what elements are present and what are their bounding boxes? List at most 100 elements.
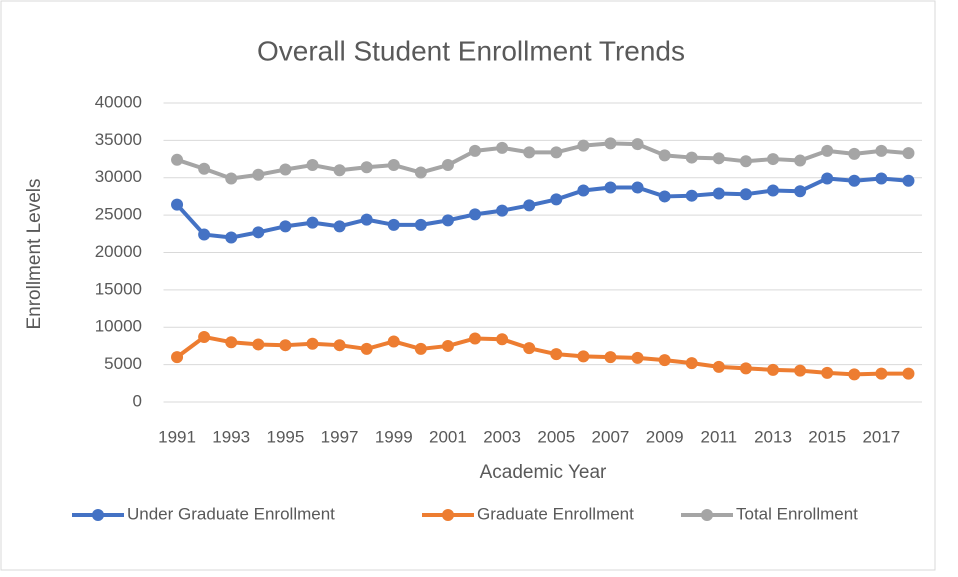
point [550,193,563,206]
point [712,187,725,200]
point [821,172,834,185]
point [279,163,292,176]
x-tick-label: 2001 [429,427,467,446]
point [604,351,617,364]
y-axis-title: Enrollment Levels [24,178,45,329]
y-tick-label: 35000 [95,130,142,149]
point [875,144,888,157]
legend-label: Total Enrollment [736,504,858,523]
point [902,147,915,160]
point [550,348,563,361]
point [279,220,292,233]
point [794,364,807,377]
point [902,174,915,187]
point [198,330,211,343]
point [496,141,509,154]
point [171,198,184,211]
point [658,190,671,203]
point [333,220,346,233]
point [441,214,454,227]
x-tick-label: 1993 [212,427,250,446]
point [821,144,834,157]
x-tick-label: 1999 [375,427,413,446]
point [496,204,509,217]
point [469,332,482,345]
point [550,146,563,159]
point [414,218,427,231]
point [875,367,888,380]
y-tick-label: 20000 [95,242,142,261]
point [441,339,454,352]
point [225,172,238,185]
point [631,181,644,194]
legend-marker [92,509,104,521]
point [577,139,590,152]
point [496,333,509,346]
point [712,360,725,373]
point [198,228,211,241]
point [604,137,617,150]
y-tick-label: 10000 [95,317,142,336]
point [306,216,319,229]
x-tick-label: 2003 [483,427,521,446]
x-tick-label: 2009 [646,427,684,446]
legend-label: Under Graduate Enrollment [127,504,335,523]
point [279,339,292,352]
point [875,172,888,185]
point [523,342,536,355]
point [821,366,834,379]
point [360,213,373,226]
point [848,147,861,160]
point [171,153,184,166]
series-line [175,176,909,240]
point [225,231,238,244]
chart-title: Overall Student Enrollment Trends [257,35,685,66]
point [252,338,265,351]
x-axis-title: Academic Year [480,462,607,483]
point [767,184,780,197]
point [360,161,373,174]
point [333,164,346,177]
point [712,152,725,165]
legend-label: Graduate Enrollment [477,504,634,523]
y-tick-label: 15000 [95,279,142,298]
x-tick-label: 2013 [754,427,792,446]
point [631,351,644,364]
point [333,339,346,352]
legend-marker [701,509,713,521]
point [198,162,211,175]
point [685,357,698,370]
point [902,367,915,380]
point [306,159,319,172]
point [848,174,861,187]
series-line [175,334,909,377]
point [414,166,427,179]
y-tick-label: 40000 [95,92,142,111]
legend-marker [442,509,454,521]
point [685,189,698,202]
point [577,350,590,363]
point [604,181,617,194]
point [848,368,861,381]
point [387,159,400,172]
point [360,342,373,355]
series-line [176,141,909,181]
point [523,146,536,159]
x-tick-label: 2011 [701,427,738,446]
point [252,168,265,181]
point [767,153,780,166]
point [252,226,265,239]
point [739,362,752,375]
point [225,336,238,349]
x-tick-label: 2017 [862,427,900,446]
point [739,155,752,168]
y-tick-label: 30000 [95,167,142,186]
x-tick-label: 2015 [808,427,846,446]
x-tick-label: 2007 [592,427,630,446]
point [523,199,536,212]
y-tick-label: 5000 [104,354,142,373]
point [658,149,671,162]
point [171,351,184,364]
point [767,363,780,376]
